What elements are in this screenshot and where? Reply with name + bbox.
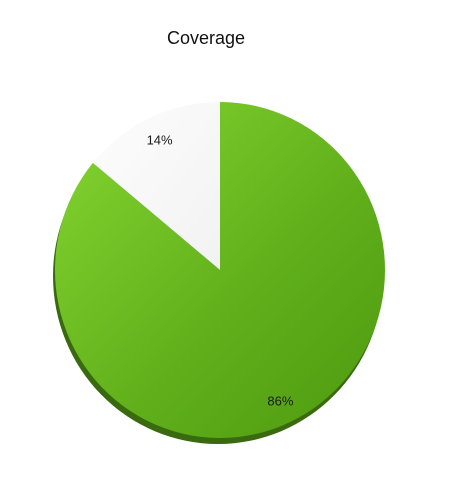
slice-label: 14% bbox=[147, 132, 173, 147]
pie-slice bbox=[92, 102, 220, 270]
pie-slice bbox=[54, 102, 385, 438]
pie-labels: 86% 14% bbox=[147, 132, 294, 408]
chart-title: Coverage bbox=[166, 28, 246, 48]
slice-label: 86% bbox=[267, 394, 293, 409]
pie-slices bbox=[54, 102, 385, 438]
